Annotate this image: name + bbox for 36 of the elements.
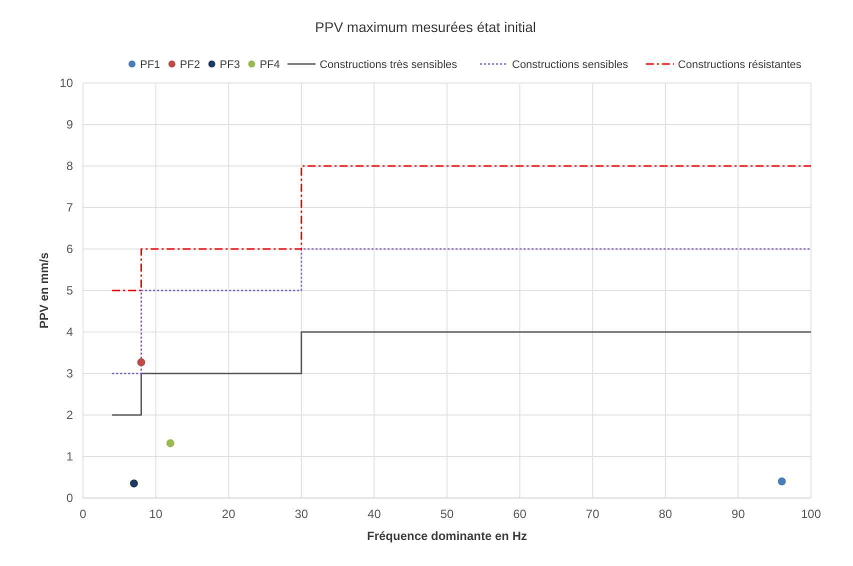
point	[137, 358, 146, 366]
chart-title: PPV maximum mesurées état initial	[315, 19, 536, 35]
x-tick-label: 40	[368, 507, 382, 521]
point	[130, 479, 138, 488]
y-tick-label: 4	[66, 325, 74, 339]
y-tick-label: 2	[66, 408, 74, 422]
point	[166, 439, 174, 448]
y-tick-label: 5	[66, 284, 74, 298]
x-tick-label: 90	[732, 507, 746, 521]
y-tick-label: 1	[66, 450, 74, 464]
point	[778, 477, 786, 486]
x-tick-label: 80	[658, 507, 672, 521]
y-tick-label: 3	[66, 366, 74, 380]
x-tick-label: 10	[149, 507, 163, 521]
x-axis-title: Fréquence dominante en Hz	[366, 529, 528, 543]
y-axis-title: PPV en mm/s	[37, 252, 51, 329]
legend-label: PF3	[220, 59, 240, 71]
y-tick-label: 6	[66, 242, 74, 256]
y-tick-label: 7	[66, 200, 74, 214]
y-tick-label: 9	[66, 118, 74, 132]
legend-label: PF1	[140, 59, 160, 71]
y-tick-label: 8	[66, 159, 74, 173]
legend-label: PF2	[180, 59, 200, 71]
x-tick-label: 20	[222, 507, 236, 521]
x-tick-label: 30	[294, 507, 308, 521]
legend-label: Constructions sensibles	[512, 59, 629, 71]
y-tick-label: 10	[60, 76, 74, 90]
legend-label: Constructions très sensibles	[320, 59, 458, 71]
legend-label: PF4	[260, 59, 280, 71]
x-tick-label: 100	[800, 507, 822, 521]
x-tick-label: 50	[440, 507, 454, 521]
x-tick-label: 0	[80, 507, 87, 521]
y-tick-label: 0	[66, 491, 74, 505]
x-tick-label: 60	[513, 507, 527, 521]
x-tick-label: 70	[586, 507, 600, 521]
legend-label: Constructions résistantes	[678, 59, 802, 71]
